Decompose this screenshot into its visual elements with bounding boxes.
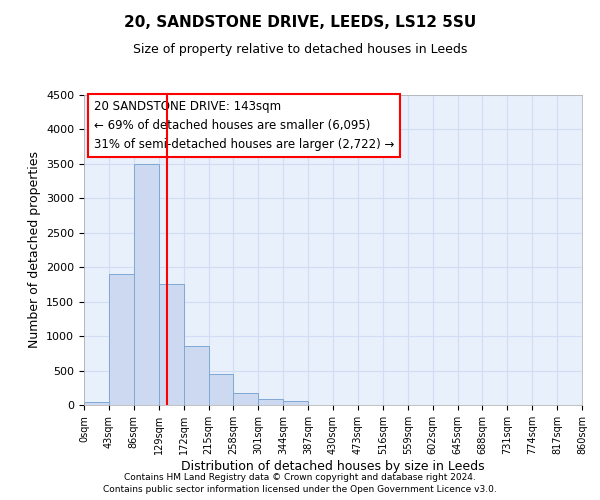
Bar — [233, 393, 259, 405]
Text: Contains public sector information licensed under the Open Government Licence v3: Contains public sector information licen… — [103, 486, 497, 494]
Bar — [109, 274, 134, 405]
Bar — [84, 402, 109, 405]
Bar — [259, 399, 283, 405]
Text: Size of property relative to detached houses in Leeds: Size of property relative to detached ho… — [133, 42, 467, 56]
Text: 20, SANDSTONE DRIVE, LEEDS, LS12 5SU: 20, SANDSTONE DRIVE, LEEDS, LS12 5SU — [124, 15, 476, 30]
Bar — [159, 284, 184, 405]
Bar — [283, 401, 308, 405]
Bar — [134, 164, 159, 405]
X-axis label: Distribution of detached houses by size in Leeds: Distribution of detached houses by size … — [181, 460, 485, 472]
Bar — [184, 346, 209, 405]
Text: Contains HM Land Registry data © Crown copyright and database right 2024.: Contains HM Land Registry data © Crown c… — [124, 473, 476, 482]
Text: 20 SANDSTONE DRIVE: 143sqm
← 69% of detached houses are smaller (6,095)
31% of s: 20 SANDSTONE DRIVE: 143sqm ← 69% of deta… — [94, 100, 394, 150]
Bar — [209, 374, 233, 405]
Y-axis label: Number of detached properties: Number of detached properties — [28, 152, 41, 348]
